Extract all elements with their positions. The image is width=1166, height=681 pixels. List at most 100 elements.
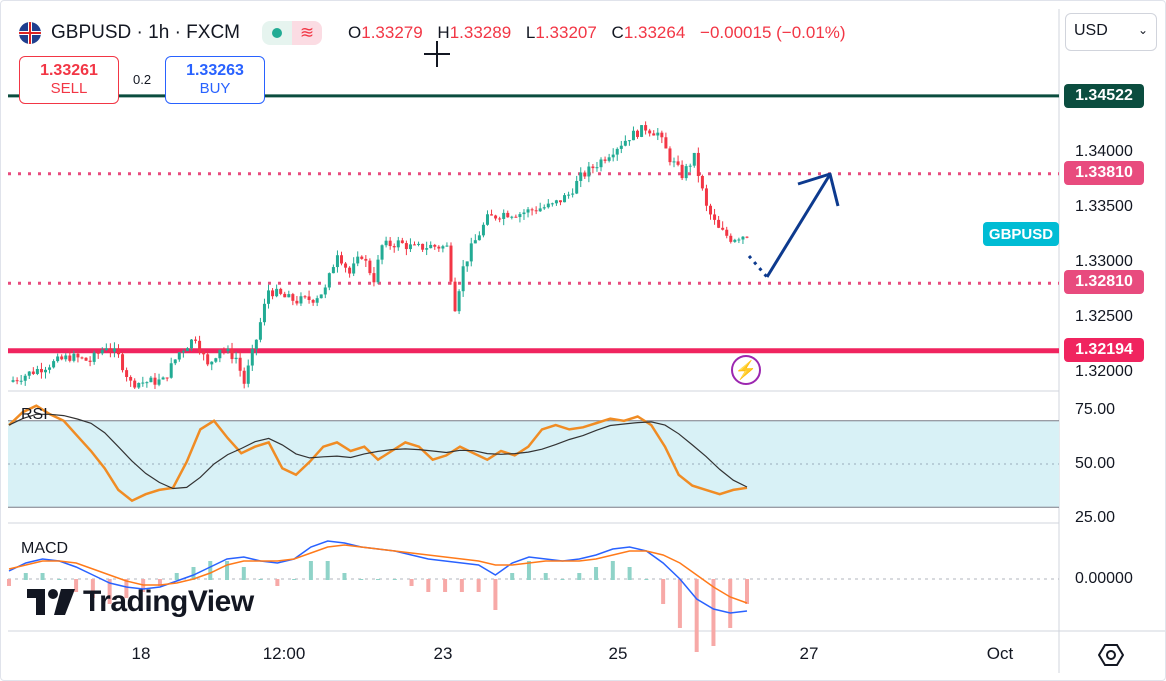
price-axis-label: 1.33000 [1075,253,1133,270]
candle-body [615,148,619,155]
candle-body [80,357,84,359]
candle-body [668,148,672,163]
candle-body [741,236,745,240]
macd-histogram-bar [107,579,112,604]
candle-body [52,361,56,368]
macd-histogram-bar [191,567,196,580]
lower-level-price-tag: 1.32810 [1064,270,1144,294]
candle-body [230,348,234,360]
candle-body [315,298,319,303]
candle-body [494,215,498,219]
candle-body [39,368,43,373]
price-axis-label: 1.34000 [1075,143,1133,160]
macd-histogram-bar [208,561,213,580]
tradingview-mark-icon [27,589,75,615]
candle-body [692,152,696,166]
interval-label[interactable]: 1h [148,22,170,43]
candle-body [384,240,388,246]
currency-select[interactable]: USD ⌄ [1065,13,1157,51]
candle-body [717,219,721,228]
candle-body [745,236,749,238]
candle-body [129,376,133,381]
candle-body [725,229,729,236]
candle-body [534,210,538,212]
candle-body [457,291,461,312]
projection-arrow-head [797,172,840,207]
market-status-pill[interactable]: ≋ [262,21,322,45]
candle-body [149,377,153,383]
macd-histogram-bar [342,573,347,580]
candle-body [307,296,311,300]
candle-body [145,382,149,384]
candle-body [242,370,246,384]
macd-histogram-bar [258,579,263,580]
candle-body [490,214,494,216]
candle-body [291,294,295,301]
candle-body [526,209,530,213]
open-label: O [348,23,362,42]
candle-body [709,205,713,215]
macd-histogram-bar [526,561,531,580]
candle-body [121,354,125,371]
macd-histogram-bar [40,573,45,580]
candle-body [15,380,19,382]
candle-body [137,382,141,388]
macd-histogram-bar [241,567,246,580]
candle-body [185,348,189,352]
candle-body [356,256,360,264]
candle-body [299,296,303,304]
symbol-name[interactable]: GBPUSD [51,22,132,43]
macd-histogram-bar [711,579,716,646]
candle-body [56,356,60,362]
buy-button[interactable]: 1.33263 BUY [165,56,265,104]
ohlc-readout: O1.33279 H1.33289 L1.33207 C1.33264 −0.0… [348,23,856,43]
candle-body [323,287,327,295]
sell-button[interactable]: 1.33261 SELL [19,56,119,104]
candle-body [619,145,623,149]
crosshair-icon [424,41,450,67]
candle-body [437,246,441,249]
macd-histogram-bar [308,561,313,580]
settings-icon[interactable] [1098,643,1124,667]
candle-body [189,339,193,349]
candle-body [733,239,737,242]
macd-pane-label[interactable]: MACD [21,540,69,557]
macd-histogram-bar [23,573,28,580]
candle-body [721,227,725,230]
candle-body [92,352,96,362]
macd-histogram-bar [627,567,632,580]
lightning-icon[interactable]: ⚡ [731,355,761,385]
macd-histogram-bar [459,579,464,592]
candle-body [380,245,384,260]
candle-body [648,130,652,134]
close-label: C [611,23,624,42]
time-axis-label: 12:00 [262,644,306,663]
candle-body [287,294,291,298]
macd-histogram-bar [426,579,431,592]
rsi-axis-label: 50.00 [1075,455,1116,472]
candle-body [327,273,331,288]
rsi-pane-label[interactable]: RSI [21,406,48,423]
candle-body [254,339,258,349]
candle-body [421,243,425,250]
macd-histogram-bar [90,579,95,598]
candle-body [680,164,684,179]
candle-body [408,244,412,250]
candle-body [737,239,741,241]
macd-histogram-bar [443,579,448,592]
candle-body [43,369,47,373]
high-value: 1.33289 [449,23,512,42]
candle-body [538,208,542,212]
candle-body [542,207,546,209]
projection-arrow-shaft [765,175,831,278]
sell-price: 1.33261 [40,62,98,79]
candle-body [60,356,64,360]
candle-body [153,377,157,385]
symbol-header[interactable]: GBPUSD · 1h · FXCM ≋ O1.33279 H1.33289 L… [19,19,856,47]
candle-body [465,261,469,267]
candle-body [116,348,120,355]
candle-body [713,214,717,220]
macd-histogram-bar [745,579,749,604]
candle-body [368,260,372,274]
